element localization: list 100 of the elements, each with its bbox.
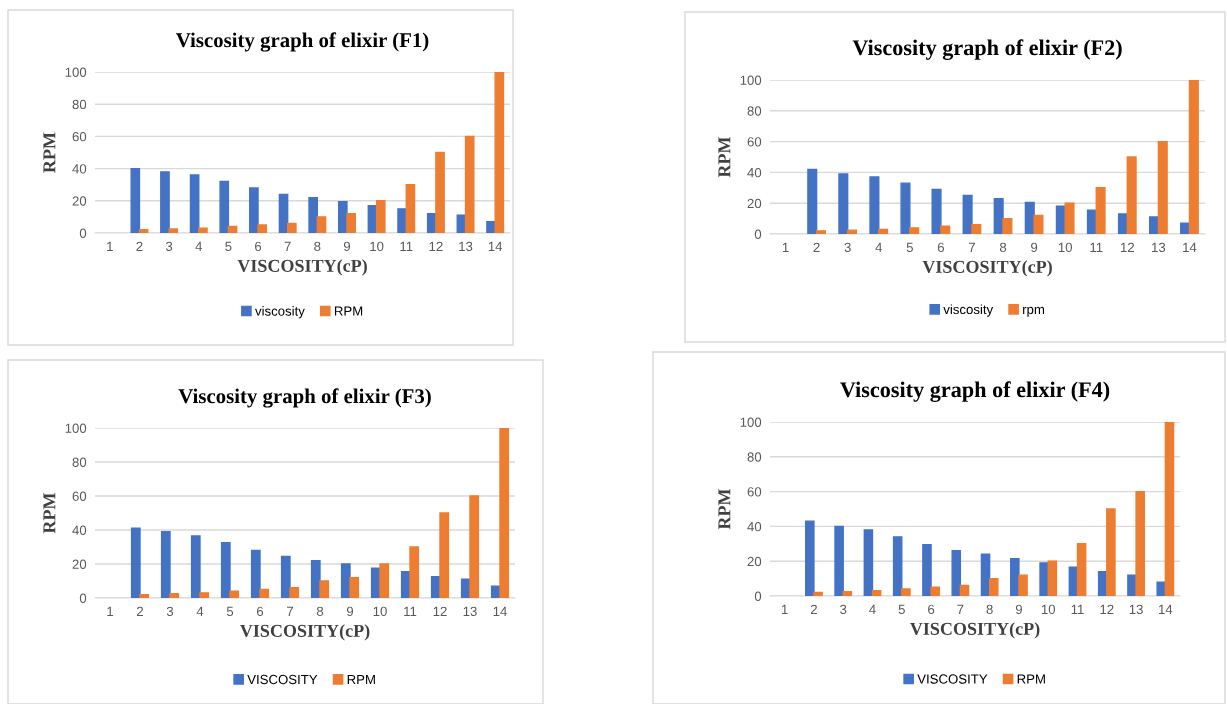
bar [405,184,416,233]
bar [227,225,238,233]
x-tick-label: 2 [813,242,820,252]
bar [1010,557,1020,596]
bar [930,586,940,596]
y-tick-label: 0 [79,228,87,238]
bar [189,174,200,233]
x-tick-label: 7 [284,241,291,251]
y-tick-label: 80 [747,452,762,462]
x-tick-label: 12 [433,606,447,616]
y-tick-label: 100 [740,75,762,85]
x-tick-label: 6 [257,606,264,617]
x-tick-label: 11 [400,241,413,251]
x-tick-label: 9 [1015,604,1022,615]
bar [340,563,351,598]
bar [469,495,480,598]
x-axis-title: VISCOSITY(cP) [922,260,1052,277]
bar [940,225,951,234]
bar [931,188,942,234]
bar [319,580,330,598]
x-tick-label: 11 [1071,604,1084,614]
bar [962,194,973,234]
x-tick-label: 14 [1183,242,1197,252]
bar [160,171,170,233]
legend-label: RPM [334,306,363,316]
y-tick-label: 0 [79,593,87,603]
bar [1164,422,1175,596]
bar [199,592,210,598]
bar [807,168,818,234]
x-tick-label: 1 [107,606,114,616]
x-tick-label: 4 [195,241,203,251]
y-tick-label: 20 [72,196,87,206]
bar [922,543,932,596]
bar [1095,187,1106,234]
bar [286,222,297,233]
bar [878,228,889,234]
x-tick-label: 11 [404,606,417,616]
x-tick-label: 9 [346,606,354,617]
x-axis-title: VISCOSITY(cP) [237,259,367,276]
bar [863,529,874,596]
bar [1086,209,1097,234]
legend-label: viscosity [255,306,305,319]
x-tick-label: 8 [316,606,324,617]
x-tick-label: 4 [196,606,204,616]
bar [160,531,171,598]
x-tick-label: 5 [898,604,905,615]
y-tick-label: 20 [747,556,762,567]
x-tick-label: 5 [226,606,234,617]
x-tick-label: 9 [1031,242,1038,253]
x-tick-label: 14 [1159,604,1173,614]
x-tick-label: 4 [875,242,883,252]
y-tick-label: 60 [747,137,762,147]
x-tick-label: 3 [165,241,173,252]
y-tick-label: 100 [65,423,87,433]
y-tick-label: 60 [72,131,87,142]
x-tick-label: 13 [1152,242,1166,253]
x-tick-label: 11 [1090,242,1103,252]
x-tick-label: 10 [1041,604,1056,615]
x-tick-label: 5 [906,242,913,253]
chart-title: Viscosity graph of elixir (F4) [840,381,1110,402]
bar [168,228,179,233]
bar [280,555,291,598]
bar [250,549,261,598]
y-tick-label: 100 [740,417,762,427]
bar [349,576,360,598]
bar [229,590,240,598]
x-axis-title: VISCOSITY(cP) [910,622,1040,639]
y-tick-label: 0 [754,591,762,601]
bar [1018,574,1028,596]
bar [846,229,858,234]
bar [337,200,348,233]
bar [1039,562,1049,596]
bar [198,227,208,233]
bar [130,527,141,598]
bar [805,520,815,596]
bar [1126,156,1137,234]
bar [346,212,356,233]
y-axis-title: RPM [43,492,56,534]
y-axis-title: RPM [718,136,731,178]
bar [1064,202,1075,234]
y-tick-label: 80 [72,457,87,467]
y-axis-title: RPM [43,132,56,173]
x-axis-title: VISCOSITY(cP) [240,624,370,641]
x-tick-label: 8 [314,241,321,252]
bar [169,593,180,598]
bar [1033,214,1044,234]
bar [871,590,882,596]
bar [971,224,982,234]
y-tick-label: 80 [747,106,762,116]
x-tick-label: 2 [136,241,143,251]
x-tick-label: 3 [166,606,174,617]
x-tick-label: 8 [999,242,1007,253]
bar [993,197,1004,234]
bar [130,167,141,233]
bar [988,577,999,596]
x-tick-label: 10 [1058,242,1072,253]
x-tick-label: 5 [225,241,232,252]
y-tick-label: 40 [72,164,87,174]
bar [1117,213,1129,234]
bar [409,546,420,598]
